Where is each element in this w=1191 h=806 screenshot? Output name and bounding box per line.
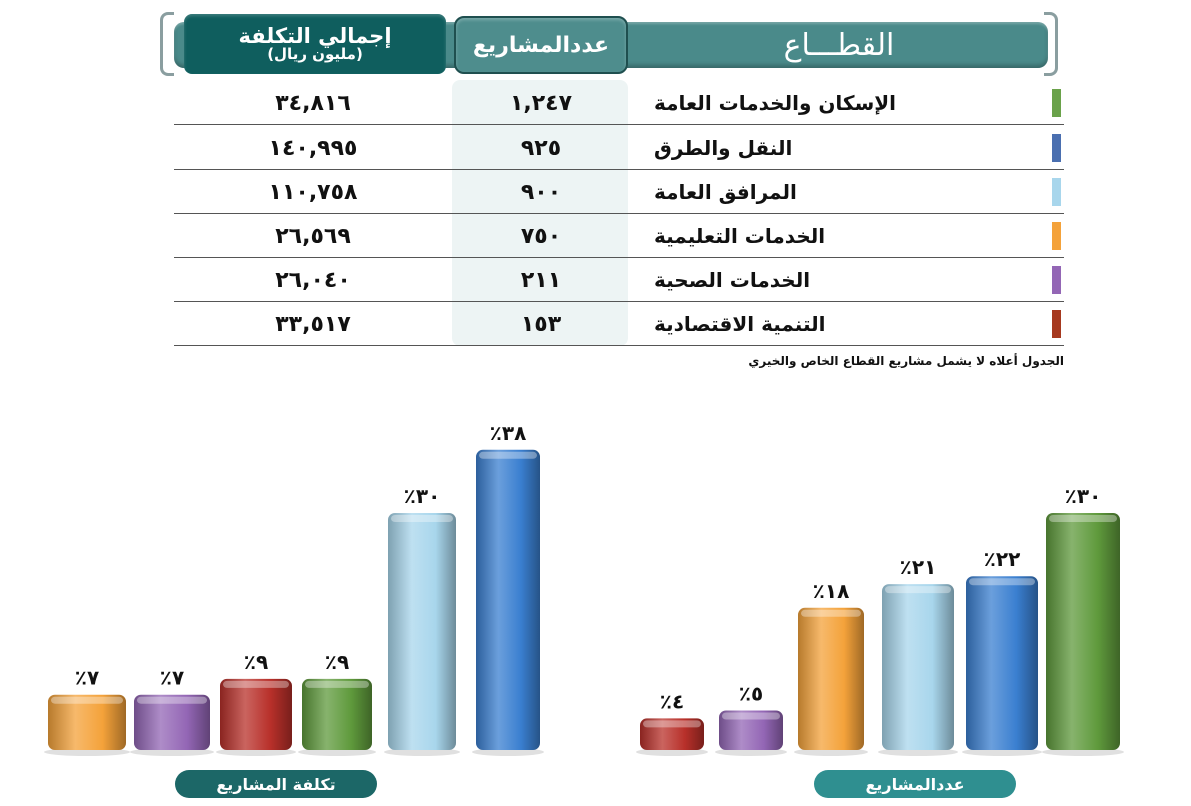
row-count: ٧٥٠ — [520, 223, 562, 249]
row-sector-name: التنمية الاقتصادية — [654, 312, 826, 336]
bar — [476, 449, 540, 750]
bar — [48, 694, 126, 750]
bar-highlight — [969, 578, 1035, 586]
table-row: ٣٤,٨١٦ ١,٢٤٧ الإسكان والخدمات العامة — [174, 81, 1064, 125]
bar-label: ٪٣٠ — [404, 484, 441, 508]
row-count: ٢١١ — [520, 267, 562, 293]
bar-label: ٪١٨ — [813, 579, 850, 603]
bar — [882, 584, 954, 750]
bar — [134, 694, 210, 750]
bar — [220, 678, 292, 750]
row-count: ١٥٣ — [520, 311, 562, 337]
row-sector-name: الإسكان والخدمات العامة — [654, 91, 896, 115]
bar-highlight — [722, 712, 780, 720]
row-cost: ٢٦,٠٤٠ — [275, 267, 351, 293]
row-count: ٩٢٥ — [520, 135, 562, 161]
bar-highlight — [643, 720, 701, 728]
row-cost: ١٤٠,٩٩٥ — [268, 135, 358, 161]
bar-group: ٪٤ — [636, 689, 708, 756]
row-color-swatch — [1052, 134, 1061, 162]
row-count: ٩٠٠ — [520, 179, 562, 205]
bar — [719, 710, 783, 750]
bar-group: ٪١٨ — [794, 579, 868, 756]
row-color-swatch — [1052, 89, 1061, 117]
bar-highlight — [137, 696, 207, 704]
row-color-swatch — [1052, 310, 1061, 338]
table-row: ٣٣,٥١٧ ١٥٣ التنمية الاقتصادية — [174, 302, 1064, 346]
header-total-cost-label: إجمالي التكلفة — [238, 24, 392, 49]
row-cost: ٢٦,٥٦٩ — [275, 223, 351, 249]
bar-group: ٪٢١ — [878, 555, 958, 756]
bar-group: ٪٣٠ — [384, 484, 460, 756]
header-cost-unit: (مليون ريال) — [267, 45, 363, 64]
bar-group: ٪٧ — [44, 666, 130, 756]
row-cost: ٣٤,٨١٦ — [275, 90, 351, 116]
row-color-swatch — [1052, 266, 1061, 294]
bar-highlight — [885, 586, 951, 594]
bar-group: ٪٢٢ — [962, 547, 1042, 756]
bar — [302, 678, 372, 750]
bar-group: ٪٣٨ — [472, 421, 544, 756]
row-color-swatch — [1052, 178, 1061, 206]
row-sector-name: النقل والطرق — [654, 136, 793, 160]
table-row: ٢٦,٠٤٠ ٢١١ الخدمات الصحية — [174, 258, 1064, 302]
bar-group: ٪٧ — [130, 666, 214, 756]
bar-label: ٪٩ — [325, 650, 349, 674]
bar-highlight — [391, 515, 453, 522]
row-cost: ١١٠,٧٥٨ — [268, 179, 358, 205]
bar-group: ٪٩ — [298, 650, 376, 756]
bar — [1046, 513, 1120, 750]
bar-label: ٪٢١ — [900, 555, 937, 579]
bar-highlight — [51, 696, 123, 704]
table-bracket-right — [1044, 12, 1058, 76]
cost-chart-title: تكلفة المشاريع — [175, 770, 377, 798]
bar-group: ٪٩ — [216, 650, 296, 756]
header-project-count: عددالمشاريع — [454, 16, 628, 74]
bar-group: ٪٥ — [715, 682, 787, 756]
table-footnote: الجدول أعلاه لا يشمل مشاريع القطاع الخاص… — [748, 354, 1064, 368]
bar-label: ٪٣٨ — [490, 421, 527, 445]
header-sector: القطـــاع — [783, 27, 895, 63]
table-row: ٢٦,٥٦٩ ٧٥٠ الخدمات التعليمية — [174, 214, 1064, 258]
count-chart-title: عددالمشاريع — [814, 770, 1016, 798]
bar-highlight — [479, 451, 537, 459]
bar-label: ٪٢٢ — [984, 547, 1021, 571]
bar — [966, 576, 1038, 750]
bar — [798, 607, 864, 750]
table-row: ١٤٠,٩٩٥ ٩٢٥ النقل والطرق — [174, 126, 1064, 170]
row-cost: ٣٣,٥١٧ — [275, 311, 351, 337]
bar — [640, 718, 704, 750]
bar — [388, 513, 456, 750]
bar-label: ٪٥ — [739, 682, 763, 706]
bar-label: ٪٩ — [244, 650, 268, 674]
bar-highlight — [223, 680, 289, 688]
row-sector-name: الخدمات التعليمية — [654, 224, 826, 248]
header-total-cost: إجمالي التكلفة (مليون ريال) — [184, 14, 446, 74]
row-count: ١,٢٤٧ — [509, 90, 573, 116]
bar-highlight — [305, 680, 369, 688]
row-sector-name: الخدمات الصحية — [654, 268, 811, 292]
row-color-swatch — [1052, 222, 1061, 250]
bar-label: ٪٧ — [160, 666, 184, 690]
bar-label: ٪٧ — [75, 666, 99, 690]
table-bracket-left — [160, 12, 174, 76]
bar-label: ٪٣٠ — [1065, 484, 1102, 508]
bar-highlight — [1049, 515, 1117, 522]
bar-highlight — [801, 609, 861, 617]
bar-group: ٪٣٠ — [1042, 484, 1124, 756]
row-sector-name: المرافق العامة — [654, 180, 797, 204]
table-row: ١١٠,٧٥٨ ٩٠٠ المرافق العامة — [174, 170, 1064, 214]
bar-label: ٪٤ — [660, 689, 684, 713]
